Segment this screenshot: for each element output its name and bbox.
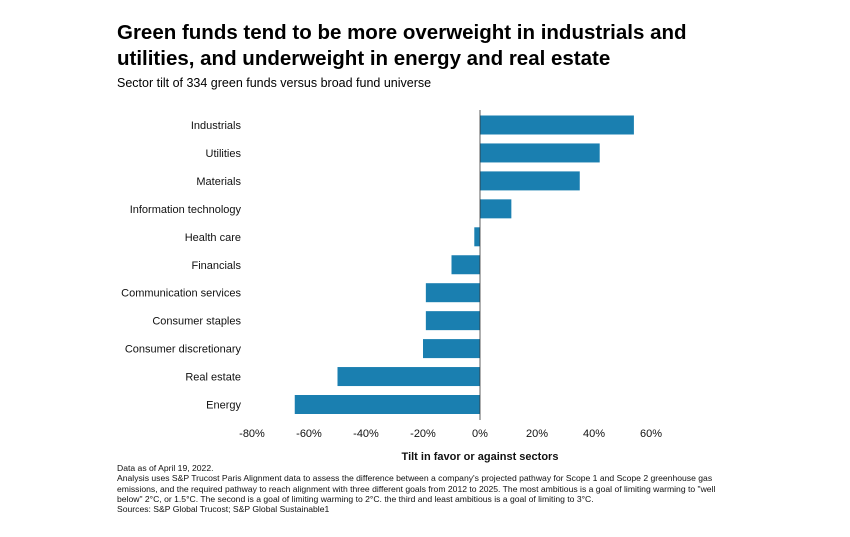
category-label: Consumer discretionary: [125, 344, 242, 356]
footnotes: Data as of April 19, 2022. Analysis uses…: [117, 463, 737, 514]
x-tick-label: 20%: [526, 428, 548, 440]
category-label: Communication services: [121, 288, 241, 300]
bar-consumer-staples: [425, 311, 480, 331]
x-tick-label: -80%: [239, 428, 265, 440]
bar-information-technology: [480, 199, 512, 219]
bar-real-estate: [337, 367, 480, 387]
x-tick-label: 40%: [583, 428, 605, 440]
x-tick-label: 60%: [640, 428, 662, 440]
x-tick-label: -60%: [296, 428, 322, 440]
bar-financials: [451, 255, 480, 275]
category-label: Energy: [206, 400, 241, 412]
x-axis-label: Tilt in favor or against sectors: [402, 451, 559, 463]
chart-title: Green funds tend to be more overweight i…: [117, 21, 687, 70]
footnote-sources: Sources: S&P Global Trucost; S&P Global …: [117, 504, 330, 515]
category-label: Industrials: [191, 120, 242, 132]
x-tick-label: 0%: [472, 428, 488, 440]
category-label: Utilities: [206, 148, 242, 160]
bar-communication-services: [425, 283, 480, 303]
chart-subtitle: Sector tilt of 334 green funds versus br…: [117, 76, 432, 90]
category-label: Information technology: [130, 204, 242, 216]
category-label: Real estate: [185, 372, 241, 384]
bar-health-care: [474, 227, 480, 247]
bar-industrials: [480, 115, 634, 135]
category-label: Health care: [185, 232, 241, 244]
category-label: Consumer staples: [152, 316, 241, 328]
category-label: Financials: [191, 260, 241, 272]
bar-energy: [294, 395, 480, 414]
x-tick-label: -40%: [353, 428, 379, 440]
x-tick-label: -20%: [410, 428, 436, 440]
footnote-date: Data as of April 19, 2022.: [117, 463, 214, 473]
bar-consumer-discretionary: [423, 339, 480, 359]
bar-utilities: [480, 143, 600, 163]
category-label: Materials: [196, 176, 241, 188]
bar-materials: [480, 171, 580, 191]
footnote-methodology: Analysis uses S&P Trucost Paris Alignmen…: [117, 473, 716, 504]
